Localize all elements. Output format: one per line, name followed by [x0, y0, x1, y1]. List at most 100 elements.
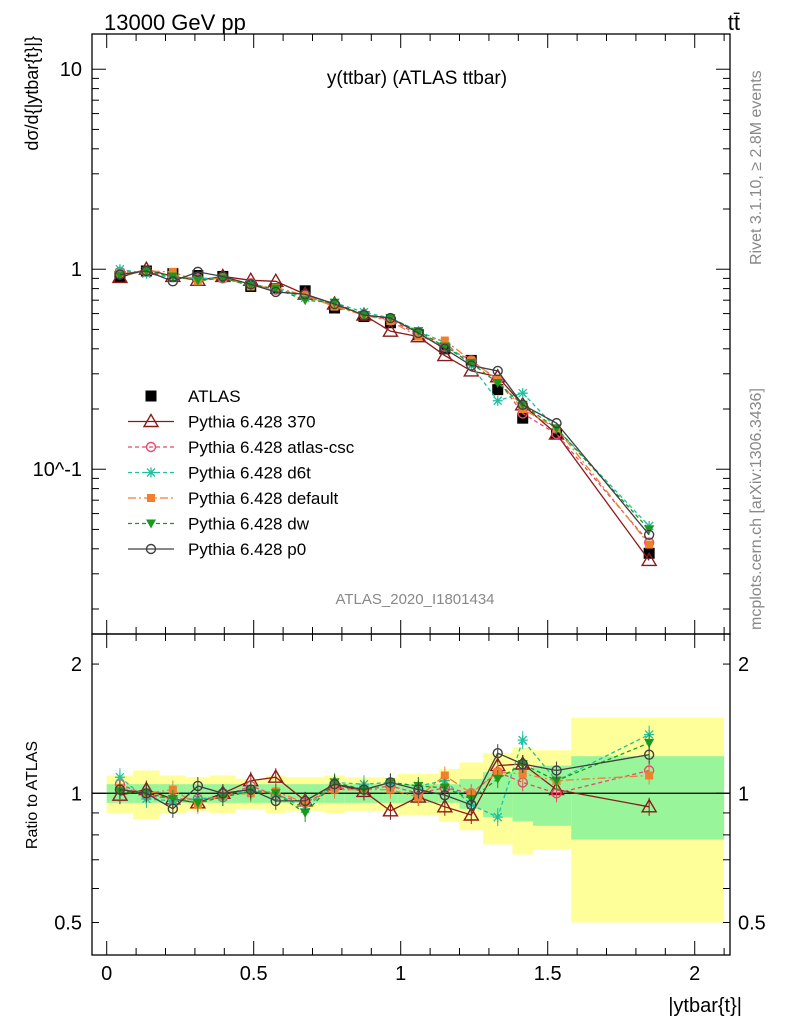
- data-point: [245, 279, 256, 290]
- x-tick-label: 2: [689, 963, 700, 985]
- data-point: [141, 265, 152, 277]
- mcplots-label: mcplots.cern.ch [arXiv:1306.3436]: [748, 388, 765, 630]
- ratio-line: [119, 734, 650, 819]
- ratio-point: [436, 798, 454, 813]
- data-point: [299, 289, 311, 300]
- ratio-point: [492, 774, 503, 784]
- legend-label: Pythia 6.428 370: [188, 413, 316, 432]
- ratio-point: [192, 798, 203, 808]
- legend-entry: Pythia 6.428 p0: [128, 540, 306, 559]
- ratio-point: [114, 784, 126, 795]
- ratio-point: [551, 765, 562, 776]
- legend-marker: [145, 390, 157, 402]
- ratio-point: [300, 808, 311, 818]
- data-point: [329, 298, 340, 310]
- rivet-label: Rivet 3.1.10, ≥ 2.8M events: [748, 70, 765, 265]
- ratio-point: [492, 812, 503, 823]
- watermark: ATLAS_2020_I1801434: [335, 591, 494, 608]
- data-point: [414, 332, 423, 341]
- x-tick-label: 1: [395, 963, 406, 985]
- legend-entry: Pythia 6.428 default: [128, 489, 339, 508]
- process-label: tt̄: [728, 10, 740, 35]
- ratio-point: [551, 776, 562, 786]
- legend-label: ATLAS: [188, 387, 241, 406]
- ratio-point: [517, 758, 528, 770]
- ratio-point: [167, 803, 179, 815]
- ratio-point: [358, 784, 370, 795]
- ratio-point: [385, 777, 396, 788]
- data-point: [358, 309, 370, 321]
- legend-label: Pythia 6.428 default: [188, 489, 339, 508]
- data-point: [436, 347, 454, 362]
- ratio-point: [245, 784, 256, 795]
- legend-entry: ATLAS: [145, 387, 241, 406]
- legend-entry: Pythia 6.428 370: [128, 413, 316, 432]
- ratio-point: [114, 772, 125, 783]
- legend-label: Pythia 6.428 dw: [188, 515, 310, 534]
- data-point: [301, 291, 310, 300]
- ratio-band-stat: [571, 756, 725, 840]
- y-tick-label: 10: [60, 59, 82, 81]
- energy-label: 13000 GeV pp: [104, 10, 246, 35]
- legend-entry: Pythia 6.428 d6t: [128, 464, 311, 483]
- ratio-point: [463, 806, 480, 821]
- data-point: [329, 298, 340, 308]
- ratio-series-5: [114, 744, 655, 818]
- series-line: [119, 268, 650, 527]
- data-point: [167, 276, 179, 287]
- ratio-point: [517, 735, 528, 746]
- data-point: [114, 269, 126, 280]
- legend-marker: [146, 467, 156, 478]
- legend-marker: [145, 441, 157, 453]
- data-point: [645, 540, 654, 549]
- ratio-point: [267, 768, 284, 783]
- y-tick-label: 10^-1: [33, 459, 82, 481]
- ratio-point: [644, 738, 655, 748]
- data-point: [440, 336, 449, 345]
- data-point: [168, 267, 177, 276]
- ratio-line: [119, 771, 650, 806]
- ratio-panel: Ratio to ATLAS |ytbar{t}| 0.5 0.5 1 1 2 2 0 0.5…: [24, 633, 766, 1017]
- legend-marker: [147, 494, 155, 502]
- legend-marker: [142, 413, 160, 428]
- data-point: [640, 552, 658, 567]
- data-point: [643, 529, 655, 540]
- data-point: [439, 343, 451, 355]
- legend-label: Pythia 6.428 p0: [188, 540, 306, 559]
- data-point: [270, 284, 281, 294]
- series-6: [114, 265, 655, 540]
- ratio-point: [217, 788, 229, 799]
- y-tick-label-right: 2: [738, 654, 749, 676]
- data-point: [492, 378, 503, 388]
- plot-frame: [91, 633, 731, 956]
- data-point: [517, 399, 528, 410]
- ratio-xlabel: |ytbar{t}|: [668, 995, 742, 1017]
- data-point: [517, 388, 528, 399]
- main-ylabel: dσ/d{|ytbar{t}|}: [22, 36, 42, 151]
- series-line: [119, 270, 650, 530]
- data-point: [192, 266, 204, 278]
- data-point: [466, 360, 477, 371]
- y-tick-label: 1: [71, 259, 82, 281]
- ratio-point: [645, 771, 654, 780]
- ratio-point: [518, 769, 527, 778]
- legend-entry: Pythia 6.428 atlas-csc: [128, 438, 355, 457]
- ratio-point: [192, 780, 204, 792]
- ratio-point: [439, 789, 451, 801]
- ratio-point: [466, 799, 477, 811]
- data-point: [385, 312, 396, 324]
- main-panel: y(ttbar) (ATLAS ttbar) ATLAS_2020_I18014…: [22, 33, 731, 635]
- ratio-point: [640, 798, 658, 813]
- ratio-point: [492, 747, 503, 759]
- legend-marker: [145, 543, 157, 555]
- data-point: [382, 322, 399, 337]
- ratio-point: [168, 785, 177, 794]
- y-tick-label: 2: [71, 654, 82, 676]
- data-point: [270, 286, 281, 298]
- data-point: [413, 327, 424, 339]
- x-tick-label: 0: [101, 963, 112, 985]
- ratio-point: [167, 794, 178, 804]
- series-line: [119, 270, 650, 545]
- legend-label: Pythia 6.428 d6t: [188, 464, 311, 483]
